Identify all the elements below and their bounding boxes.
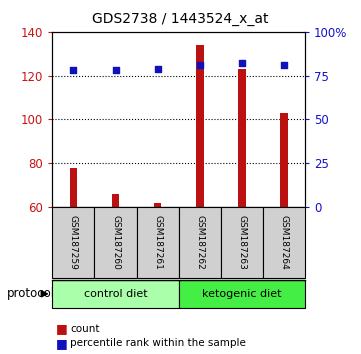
Text: ketogenic diet: ketogenic diet [202, 289, 282, 299]
Text: ■: ■ [56, 337, 68, 350]
Text: ■: ■ [56, 322, 68, 335]
Point [239, 61, 245, 66]
Bar [179, 207, 221, 278]
Text: percentile rank within the sample: percentile rank within the sample [70, 338, 246, 348]
Bar [70, 168, 77, 207]
Point [155, 66, 161, 72]
Bar [280, 113, 288, 207]
Text: GSM187262: GSM187262 [195, 215, 204, 270]
Bar [196, 45, 204, 207]
Text: control diet: control diet [84, 289, 147, 299]
Bar [95, 207, 136, 278]
Bar [52, 280, 179, 308]
Bar [112, 194, 119, 207]
Text: count: count [70, 324, 100, 333]
Bar [238, 69, 245, 207]
Bar [136, 207, 179, 278]
Text: protocol: protocol [7, 287, 55, 300]
Bar [221, 207, 263, 278]
Point [113, 68, 118, 73]
Text: GSM187259: GSM187259 [69, 215, 78, 270]
Bar [52, 207, 95, 278]
Point [70, 68, 76, 73]
Text: GSM187261: GSM187261 [153, 215, 162, 270]
Text: GDS2738 / 1443524_x_at: GDS2738 / 1443524_x_at [92, 12, 269, 27]
Bar [154, 203, 161, 207]
Bar [263, 207, 305, 278]
Point [281, 62, 287, 68]
Bar [179, 280, 305, 308]
Point [197, 62, 203, 68]
Text: GSM187260: GSM187260 [111, 215, 120, 270]
Text: GSM187264: GSM187264 [279, 215, 288, 270]
Text: GSM187263: GSM187263 [238, 215, 246, 270]
